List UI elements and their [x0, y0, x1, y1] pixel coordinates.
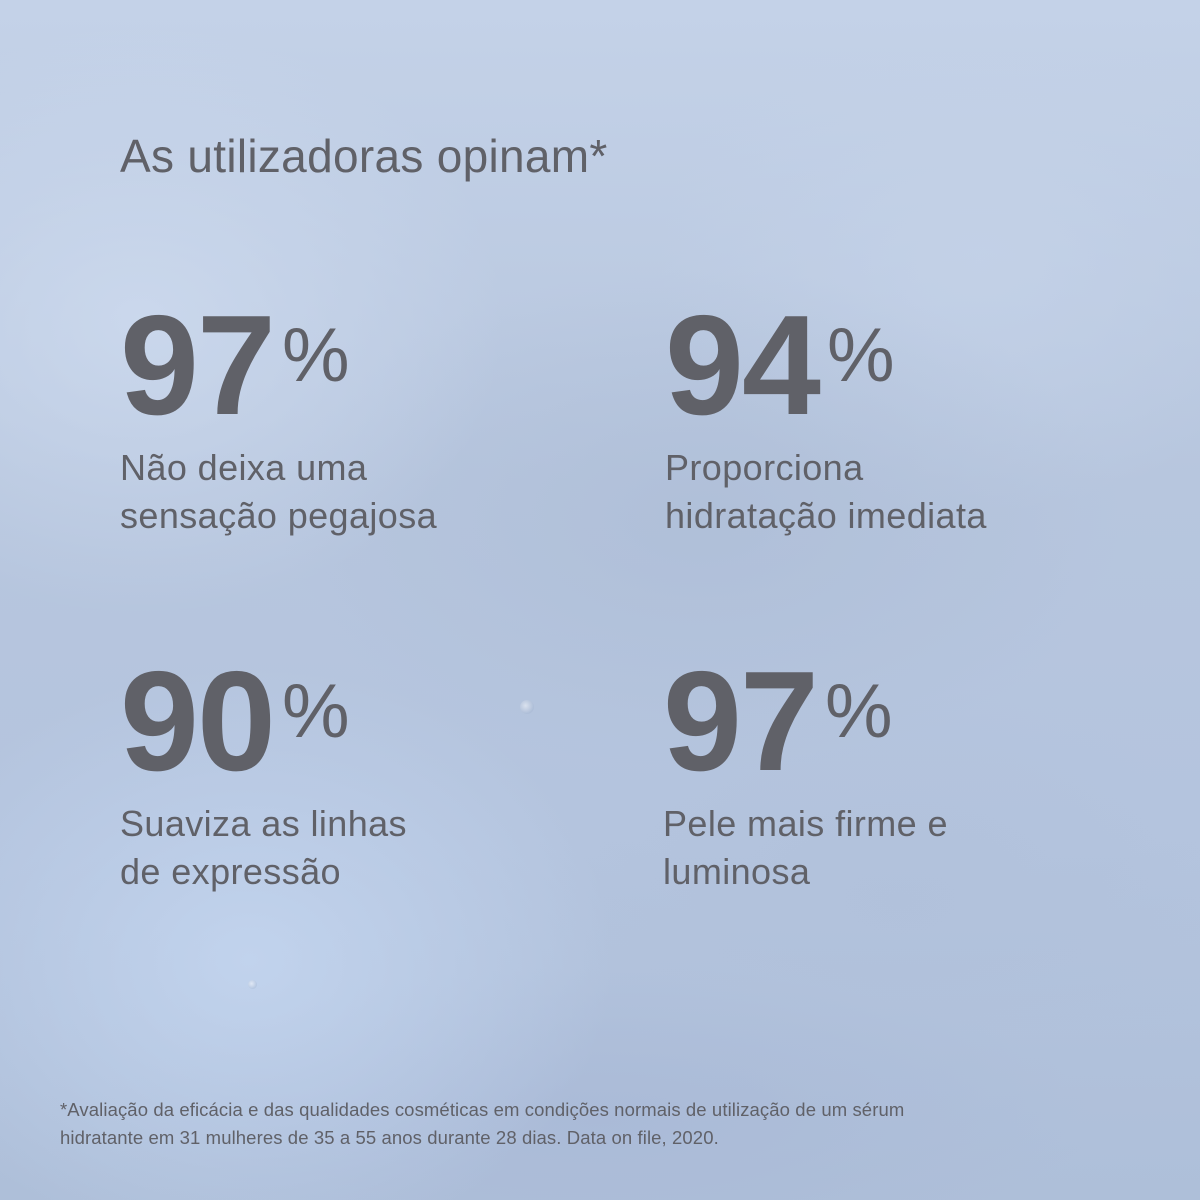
stat-card: 97% Pele mais firme e luminosa	[663, 651, 1123, 896]
stat-description-line: Pele mais firme e	[663, 803, 948, 844]
stat-description: Proporciona hidratação imediata	[665, 444, 1125, 540]
stat-value: 97%	[120, 295, 580, 437]
stat-description: Não deixa uma sensação pegajosa	[120, 444, 580, 540]
stat-card: 90% Suaviza as linhas de expressão	[120, 651, 580, 896]
percent-sign: %	[281, 669, 350, 754]
stat-card: 94% Proporciona hidratação imediata	[665, 295, 1125, 540]
stat-description-line: luminosa	[663, 851, 811, 892]
stat-description-line: Suaviza as linhas	[120, 803, 407, 844]
stat-number: 94	[665, 286, 821, 445]
water-droplet	[248, 980, 257, 989]
stat-card: 97% Não deixa uma sensação pegajosa	[120, 295, 580, 540]
stat-number: 97	[120, 286, 276, 445]
stat-description-line: hidratação imediata	[665, 495, 987, 536]
page-title: As utilizadoras opinam*	[120, 130, 608, 182]
stat-number: 97	[663, 642, 819, 801]
footnote-line: hidratante em 31 mulheres de 35 a 55 ano…	[60, 1127, 719, 1148]
stat-value: 90%	[120, 651, 580, 793]
stat-description-line: sensação pegajosa	[120, 495, 438, 536]
stat-value: 97%	[663, 651, 1123, 793]
stat-description: Suaviza as linhas de expressão	[120, 800, 580, 896]
percent-sign: %	[281, 313, 350, 398]
stat-description: Pele mais firme e luminosa	[663, 800, 1123, 896]
footnote-line: *Avaliação da eficácia e das qualidades …	[60, 1099, 905, 1120]
percent-sign: %	[824, 669, 893, 754]
percent-sign: %	[826, 313, 895, 398]
water-droplet	[520, 700, 534, 714]
stat-value: 94%	[665, 295, 1125, 437]
stat-number: 90	[120, 642, 276, 801]
stat-description-line: Proporciona	[665, 447, 864, 488]
footnote: *Avaliação da eficácia e das qualidades …	[60, 1096, 1150, 1152]
stat-description-line: de expressão	[120, 851, 341, 892]
stat-description-line: Não deixa uma	[120, 447, 368, 488]
